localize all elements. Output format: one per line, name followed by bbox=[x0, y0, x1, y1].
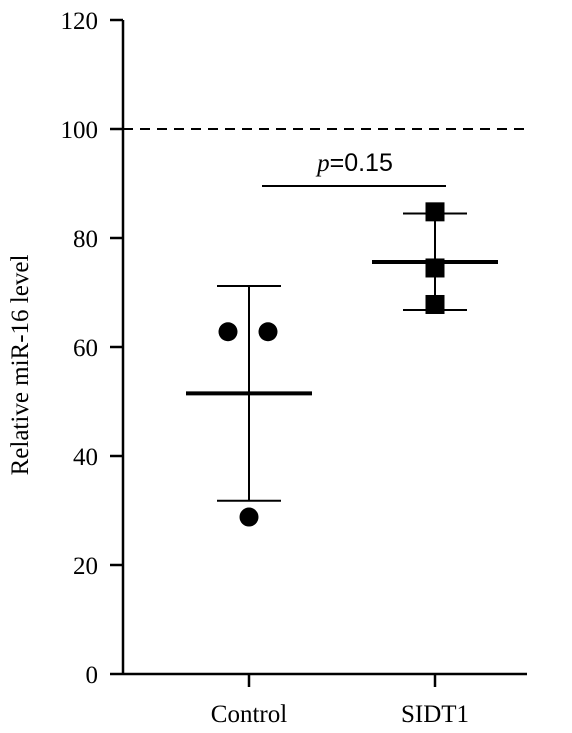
significance-annotation: p=0.15 bbox=[262, 149, 446, 187]
y-axis: 0 20 40 60 80 100 120 bbox=[61, 8, 125, 689]
y-tick-label: 100 bbox=[61, 117, 99, 144]
group-sidt1 bbox=[372, 202, 498, 314]
y-ticks: 0 20 40 60 80 100 120 bbox=[61, 8, 123, 689]
y-tick-label: 80 bbox=[73, 226, 98, 253]
data-point bbox=[425, 202, 445, 222]
y-tick-label: 60 bbox=[73, 335, 98, 362]
data-point bbox=[239, 507, 259, 527]
y-tick-label: 40 bbox=[73, 444, 98, 471]
p-value-text: =0.15 bbox=[330, 149, 393, 177]
y-tick-label: 20 bbox=[73, 553, 98, 580]
p-symbol: p bbox=[315, 150, 330, 177]
x-axis: Control SIDT1 bbox=[123, 672, 527, 728]
data-groups bbox=[186, 202, 498, 527]
data-point bbox=[218, 322, 238, 342]
data-point bbox=[425, 258, 445, 278]
y-tick-label: 0 bbox=[86, 662, 99, 689]
y-axis-label: Relative miR-16 level bbox=[7, 255, 34, 476]
x-tick-label: Control bbox=[211, 701, 287, 728]
data-point bbox=[258, 322, 278, 342]
y-tick-label: 120 bbox=[61, 8, 99, 35]
p-value-label: p=0.15 bbox=[315, 149, 393, 177]
group-control bbox=[186, 284, 312, 527]
x-ticks: Control SIDT1 bbox=[211, 674, 469, 728]
data-point bbox=[425, 294, 445, 314]
x-tick-label: SIDT1 bbox=[401, 701, 469, 728]
